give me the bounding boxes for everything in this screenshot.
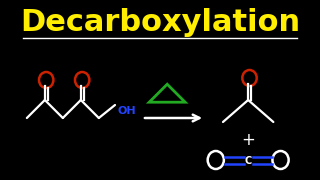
Text: C: C xyxy=(244,156,252,166)
Text: +: + xyxy=(241,131,255,149)
Text: Decarboxylation: Decarboxylation xyxy=(20,8,300,37)
Text: OH: OH xyxy=(118,106,136,116)
